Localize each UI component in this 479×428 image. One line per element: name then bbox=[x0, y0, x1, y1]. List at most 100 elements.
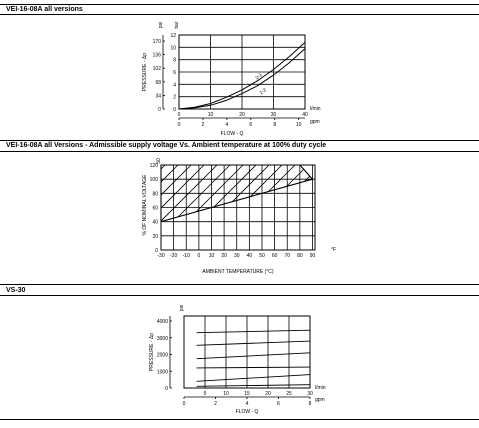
x-tick-label: 30 bbox=[271, 112, 277, 118]
x-tick-label: -30 bbox=[157, 253, 164, 259]
gpm-tick-label: 8 bbox=[273, 122, 276, 128]
x-tick-label: 90 bbox=[310, 253, 316, 259]
section-2-title: VEI-16-08A all Versions - Admissible sup… bbox=[6, 142, 327, 149]
x-axis-title: FLOW - Q bbox=[221, 131, 244, 137]
x-tick-label: 20 bbox=[221, 253, 227, 259]
hatch-line bbox=[161, 165, 218, 222]
y-tick-label: 20 bbox=[152, 234, 158, 240]
gpm-unit-label: gpm bbox=[310, 119, 320, 125]
plot-frame bbox=[178, 34, 306, 110]
series-line bbox=[178, 48, 306, 110]
hatch-line bbox=[161, 165, 244, 222]
gpm-unit-label: gpm bbox=[315, 397, 325, 403]
gpm-tick-label: 8 bbox=[309, 401, 312, 407]
page-bottom-rule bbox=[0, 419, 479, 420]
x-tick-label: 10 bbox=[223, 391, 229, 397]
x-axis-title: AMBIENT TEMPERATURE (°C) bbox=[202, 269, 274, 275]
section-2-top-rule bbox=[0, 140, 479, 141]
section-3-top-rule bbox=[0, 284, 479, 285]
x-tick-label: 15 bbox=[244, 391, 250, 397]
y-tick-label: 8 bbox=[173, 58, 176, 64]
y-tick-label: 0 bbox=[165, 386, 168, 392]
y-tick-label: 2000 bbox=[157, 353, 168, 359]
plot-frame bbox=[183, 315, 311, 389]
x-tick-label: 50 bbox=[259, 253, 265, 259]
x-tick-label: 20 bbox=[239, 112, 245, 118]
psi-tick-label: 136 bbox=[153, 53, 162, 59]
y-tick-label: 1000 bbox=[157, 369, 168, 375]
y-tick-label: 4 bbox=[173, 82, 176, 88]
hatch-line bbox=[161, 165, 192, 222]
y-axis-title: PRESSURE - Δp bbox=[142, 53, 148, 91]
psi-tick-label: 102 bbox=[153, 66, 162, 72]
psi-tick-label: 34 bbox=[155, 93, 161, 99]
y-tick-label: 2 bbox=[173, 95, 176, 101]
hatch-line bbox=[161, 165, 205, 222]
x-tick-label: 60 bbox=[272, 253, 278, 259]
gpm-tick-label: 6 bbox=[249, 122, 252, 128]
y-tick-label: 40 bbox=[152, 220, 158, 226]
series-label: 2-1 bbox=[254, 72, 264, 81]
gpm-tick-label: 10 bbox=[296, 122, 302, 128]
x-tick-label: -10 bbox=[183, 253, 190, 259]
series-line bbox=[196, 329, 311, 334]
psi-unit-label: psi bbox=[158, 22, 164, 28]
gpm-tick-label: 4 bbox=[246, 401, 249, 407]
x-tick-label: 30 bbox=[307, 391, 313, 397]
x-tick-label: 40 bbox=[247, 253, 253, 259]
gpm-tick-label: 2 bbox=[202, 122, 205, 128]
y-tick-label: 10 bbox=[170, 45, 176, 51]
x-unit-label: l/min bbox=[310, 106, 321, 112]
x-unit-label: l/min bbox=[315, 385, 326, 391]
series-line bbox=[196, 384, 311, 387]
gpm-tick-label: 4 bbox=[225, 122, 228, 128]
x-tick-label: 25 bbox=[286, 391, 292, 397]
x-tick-label: 10 bbox=[208, 112, 214, 118]
bar-unit-label: bar bbox=[174, 21, 180, 29]
hatch-line bbox=[161, 165, 179, 222]
series-line bbox=[196, 340, 311, 346]
x-tick-label: 40 bbox=[302, 112, 308, 118]
x-axis-title: FLOW - Q bbox=[236, 409, 259, 415]
series-line bbox=[178, 42, 306, 110]
x-tick-label: 5 bbox=[204, 391, 207, 397]
series-line bbox=[196, 366, 311, 369]
y-tick-label: 0 bbox=[173, 107, 176, 113]
gpm-tick-label: 0 bbox=[183, 401, 186, 407]
section-1-title: VEI-16-08A all versions bbox=[6, 6, 83, 13]
y-tick-label: 60 bbox=[152, 206, 158, 212]
y-tick-label: 3000 bbox=[157, 336, 168, 342]
y-top-label: 50 bbox=[156, 158, 162, 164]
x-tick-label: 0 bbox=[178, 112, 181, 118]
x-tick-label: 10 bbox=[209, 253, 215, 259]
y-tick-label: 12 bbox=[170, 33, 176, 39]
series-line bbox=[196, 352, 311, 360]
y-tick-label: 100 bbox=[150, 177, 159, 183]
hatch-line bbox=[161, 165, 231, 222]
section-3-title: VS-30 bbox=[6, 287, 26, 294]
psi-tick-label: 68 bbox=[155, 80, 161, 86]
y-tick-label: 4000 bbox=[157, 319, 168, 325]
series-line bbox=[196, 374, 311, 382]
x-unit-label: °F bbox=[331, 247, 336, 253]
gpm-tick-label: 2 bbox=[214, 401, 217, 407]
x-tick-label: -20 bbox=[170, 253, 177, 259]
series-label: 1-2 bbox=[258, 87, 268, 96]
y-axis-title: % OF NOMINAL VOLTAGE bbox=[142, 174, 148, 236]
admissible-region-boundary bbox=[160, 164, 314, 223]
section-3-bottom-rule bbox=[0, 295, 479, 296]
x-tick-label: 80 bbox=[297, 253, 303, 259]
section-1-bottom-rule bbox=[0, 14, 479, 15]
x-tick-label: 30 bbox=[234, 253, 240, 259]
psi-tick-label: 0 bbox=[158, 107, 161, 113]
y-axis-title: PRESSURE - Δp bbox=[149, 333, 155, 371]
gpm-tick-label: 6 bbox=[277, 401, 280, 407]
section-2-bottom-rule bbox=[0, 151, 479, 152]
y-tick-label: 6 bbox=[173, 70, 176, 76]
section-1-top-rule bbox=[0, 4, 479, 5]
psi-tick-label: 170 bbox=[153, 39, 162, 45]
x-tick-label: 20 bbox=[265, 391, 271, 397]
